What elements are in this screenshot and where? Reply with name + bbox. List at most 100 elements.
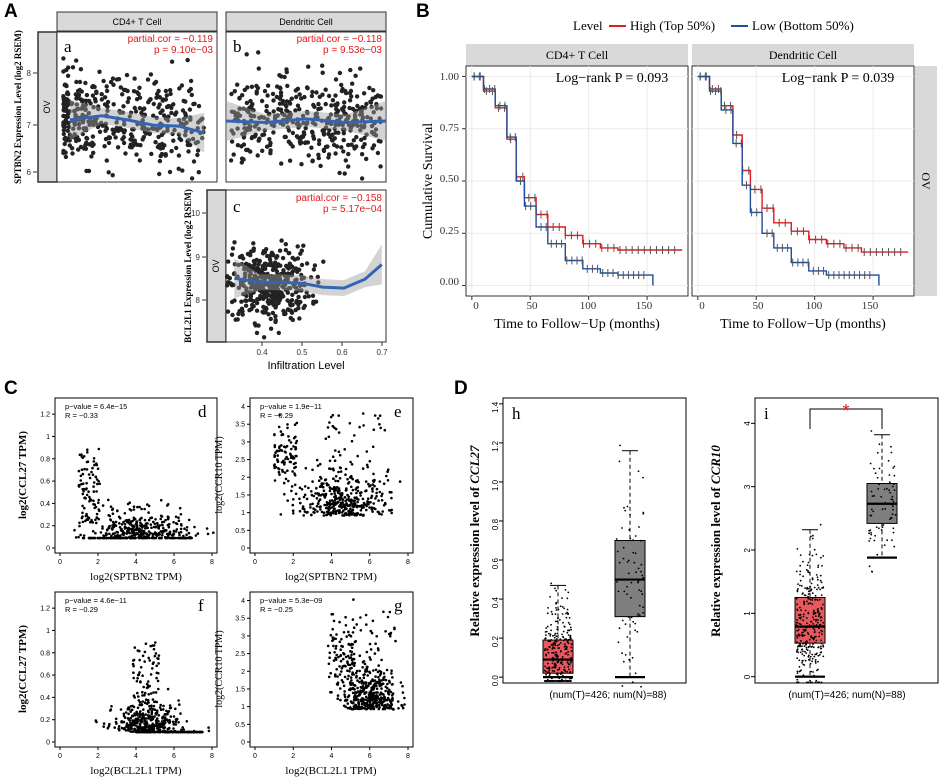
e-point-19 [289, 441, 293, 444]
g-point-235 [397, 707, 400, 710]
d-point-6 [96, 467, 100, 471]
f-point-299 [142, 708, 145, 711]
b-point-398 [320, 92, 325, 97]
f-point-388 [163, 721, 167, 724]
g-point-303 [390, 683, 394, 686]
a-point-251 [139, 110, 144, 116]
e-point-103 [322, 489, 326, 493]
f-point-404 [150, 724, 154, 727]
f-point-531 [144, 730, 147, 734]
g-point-204 [341, 680, 345, 684]
d-point-317 [212, 531, 215, 534]
e-point-490 [330, 487, 334, 491]
e-point-477 [328, 421, 331, 424]
g-point-23 [346, 677, 350, 681]
i-dot-0-257 [812, 638, 815, 641]
f-point-396 [155, 724, 158, 728]
e-point-46 [290, 489, 293, 493]
i-dot-0-202 [821, 630, 824, 633]
h-dot-1-39 [640, 685, 642, 688]
e-point-427 [349, 460, 352, 464]
f-point-55 [136, 706, 140, 710]
e-point-188 [304, 466, 308, 470]
e-point-503 [337, 450, 341, 454]
a-point-392 [70, 151, 75, 156]
g-point-516 [363, 662, 367, 666]
a-point-368 [99, 97, 105, 102]
c-point-383 [275, 263, 281, 268]
d-point-234 [179, 527, 183, 531]
e-point-478 [350, 439, 354, 443]
b-point-349 [303, 140, 308, 145]
h-dot-0-368 [566, 661, 569, 664]
g-point-278 [375, 684, 378, 687]
strip-b-ov-label: OV [919, 172, 933, 190]
d-point-378 [163, 528, 167, 532]
h-dot-0-218 [555, 607, 557, 609]
a-point-99 [186, 149, 191, 154]
i-dot-0-56 [807, 597, 810, 600]
h-dot-1-56 [618, 561, 621, 564]
i-dot-0-266 [812, 623, 814, 625]
d-point-326 [161, 529, 165, 533]
a-point-337 [155, 127, 160, 133]
c-point-367 [273, 319, 278, 325]
b-point-393 [280, 111, 285, 116]
e-point-174 [332, 477, 335, 481]
h-ytick-0.8: 0.8 [491, 518, 500, 530]
g-point-438 [351, 687, 354, 691]
g-ytick-3.5: 3.5 [235, 616, 245, 623]
b-point-45 [297, 92, 302, 97]
b-point-266 [310, 120, 316, 126]
d-point-34 [98, 482, 101, 486]
i-dot-0-91 [816, 584, 819, 586]
e-point-468 [384, 502, 387, 506]
e-point-303 [325, 506, 328, 510]
c-point-238 [243, 266, 249, 271]
e-point-493 [356, 454, 360, 458]
h-dot-1-1 [634, 535, 637, 537]
g-point-34 [331, 627, 335, 631]
a-point-313 [161, 113, 167, 118]
i-dot-1-51 [874, 472, 877, 475]
d-point-4 [97, 517, 100, 521]
d-point-289 [162, 520, 166, 524]
e-point-442 [370, 506, 374, 509]
i-dot-0-363 [813, 628, 816, 631]
g-point-397 [348, 707, 352, 710]
f-point-16 [153, 654, 157, 658]
e-point-495 [331, 413, 335, 417]
e-point-392 [381, 492, 384, 496]
d-point-283 [131, 531, 134, 535]
c-point-371 [254, 300, 260, 306]
b-point-211 [290, 130, 296, 136]
i-dot-1-7 [868, 565, 871, 568]
c-point-177 [225, 283, 230, 288]
e-point-352 [349, 507, 352, 511]
d-point-365 [172, 521, 175, 524]
d-point-404 [133, 517, 137, 521]
f-point-150 [120, 726, 124, 730]
g-point-497 [385, 668, 389, 672]
f-point-330 [131, 730, 135, 733]
g-point-465 [388, 681, 392, 684]
g-ytick-1.5: 1.5 [235, 686, 245, 693]
g-ytick-3: 3 [241, 633, 245, 640]
h-dot-0-215 [568, 668, 570, 671]
i-dot-0-104 [815, 574, 818, 576]
a-point-304 [118, 85, 124, 90]
g-point-25 [332, 659, 336, 662]
e-point-187 [390, 511, 394, 515]
e-point-391 [356, 511, 359, 515]
g-point-131 [350, 679, 353, 682]
i-ylabel-prefix: Relative expression level of [708, 484, 723, 637]
e-point-358 [315, 458, 319, 462]
e-point-371 [320, 483, 323, 487]
b-point-137 [359, 176, 365, 181]
g-point-487 [359, 629, 363, 632]
b-point-409 [316, 106, 321, 112]
a-ytick-b-10: 10 [191, 209, 200, 218]
d-point-91 [85, 514, 89, 517]
d-point-395 [153, 532, 157, 536]
d-point-63 [86, 451, 89, 454]
